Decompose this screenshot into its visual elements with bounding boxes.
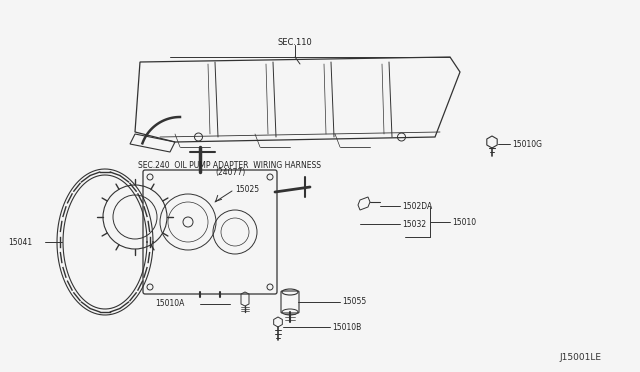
Text: 1502DA: 1502DA [402, 202, 432, 211]
Text: 15010B: 15010B [332, 323, 361, 331]
Text: 15032: 15032 [402, 219, 426, 228]
Text: (24077): (24077) [215, 167, 245, 176]
Text: 15041: 15041 [8, 237, 32, 247]
Text: SEC.240  OIL PUMP ADAPTER  WIRING HARNESS: SEC.240 OIL PUMP ADAPTER WIRING HARNESS [138, 160, 321, 170]
Text: 15010G: 15010G [512, 140, 542, 148]
Text: J15001LE: J15001LE [559, 353, 601, 362]
Text: 15010A: 15010A [155, 299, 184, 308]
Text: 15025: 15025 [235, 185, 259, 193]
Text: SEC.110: SEC.110 [278, 38, 312, 46]
Text: 15055: 15055 [342, 298, 366, 307]
Text: 15010: 15010 [452, 218, 476, 227]
